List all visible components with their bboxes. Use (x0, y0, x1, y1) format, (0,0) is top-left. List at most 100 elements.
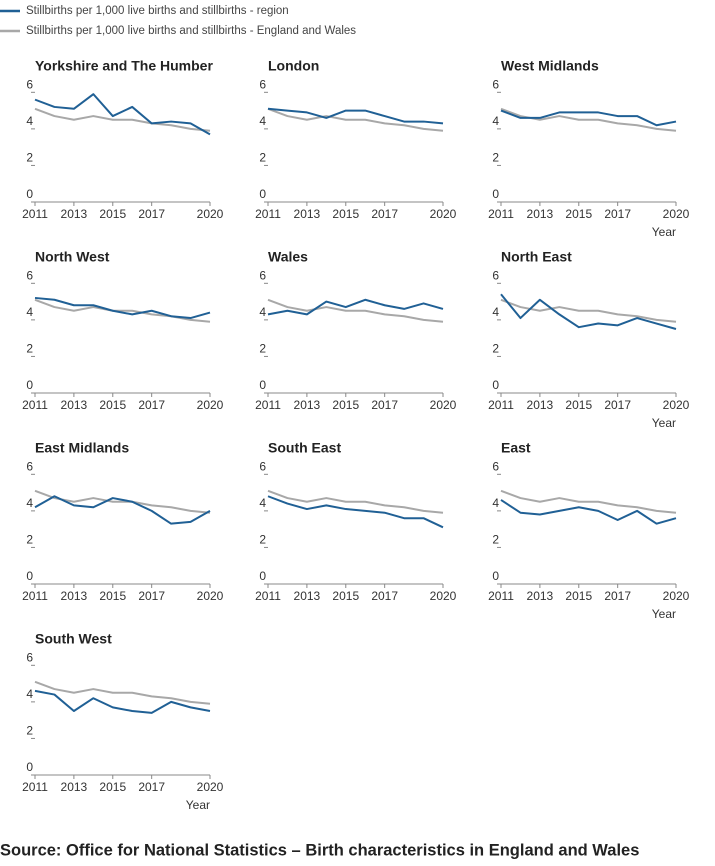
series-line (267, 489, 444, 514)
x-tick-label: 2020 (197, 207, 224, 221)
x-axis-label: Year (652, 225, 676, 239)
y-tick-label: 4 (26, 687, 33, 701)
series-line (500, 489, 677, 514)
x-tick-label: 2011 (255, 589, 281, 603)
x-tick-label: 2020 (430, 207, 457, 221)
x-tick-label: 2013 (294, 589, 321, 603)
y-tick-label: 6 (26, 77, 33, 91)
chart-title: West Midlands (501, 58, 599, 74)
y-tick-label: 0 (26, 760, 33, 774)
x-tick-label: 2015 (565, 398, 592, 412)
y-tick-label: 0 (492, 378, 499, 392)
x-tick-label: 2020 (663, 398, 690, 412)
series-line (267, 495, 444, 529)
chart-title: North West (35, 249, 110, 265)
series-line (267, 298, 444, 323)
x-tick-label: 2011 (255, 207, 281, 221)
x-tick-label: 2015 (565, 589, 592, 603)
y-tick-label: 2 (492, 342, 499, 356)
y-tick-label: 0 (26, 187, 33, 201)
x-tick-label: 2015 (565, 207, 592, 221)
series-line (500, 293, 677, 330)
x-tick-label: 2011 (488, 398, 514, 412)
x-tick-label: 2015 (332, 207, 359, 221)
legend-label: Stillbirths per 1,000 live births and st… (26, 25, 356, 37)
x-tick-label: 2020 (197, 589, 224, 603)
y-tick-label: 0 (259, 187, 266, 201)
x-tick-label: 2020 (663, 589, 690, 603)
series-line (34, 689, 211, 714)
series-line (500, 499, 677, 525)
chart-title: North East (501, 249, 572, 265)
x-tick-label: 2011 (22, 207, 48, 221)
x-axis-label: Year (652, 416, 676, 430)
y-tick-label: 6 (26, 650, 33, 664)
chart-title: Yorkshire and The Humber (35, 58, 213, 74)
series-line (34, 107, 211, 132)
x-tick-label: 2011 (255, 398, 281, 412)
series-line (34, 489, 211, 514)
series-line (500, 109, 677, 127)
x-tick-label: 2017 (371, 207, 398, 221)
y-tick-label: 2 (26, 151, 33, 165)
series-line (34, 298, 211, 323)
chart-title: South West (35, 631, 112, 647)
x-tick-label: 2017 (371, 589, 398, 603)
x-tick-label: 2017 (138, 207, 165, 221)
y-tick-label: 6 (259, 77, 266, 91)
series-line (34, 296, 211, 320)
series-line (267, 298, 444, 316)
chart-title: East (501, 440, 531, 456)
x-tick-label: 2015 (99, 398, 126, 412)
y-tick-label: 2 (492, 151, 499, 165)
y-tick-label: 4 (259, 114, 266, 128)
x-tick-label: 2013 (527, 589, 554, 603)
x-tick-label: 2017 (138, 780, 165, 794)
chart-title: South East (268, 440, 341, 456)
series-line (34, 93, 211, 136)
x-tick-label: 2013 (61, 398, 88, 412)
x-tick-label: 2015 (99, 589, 126, 603)
y-tick-label: 6 (492, 77, 499, 91)
y-tick-label: 6 (492, 268, 499, 282)
x-tick-label: 2013 (61, 589, 88, 603)
y-tick-label: 2 (26, 342, 33, 356)
x-tick-label: 2020 (430, 398, 457, 412)
x-axis-label: Year (186, 798, 210, 812)
y-tick-label: 4 (492, 114, 499, 128)
x-tick-label: 2015 (99, 780, 126, 794)
y-tick-label: 0 (26, 569, 33, 583)
y-tick-label: 2 (26, 724, 33, 738)
x-tick-label: 2015 (332, 398, 359, 412)
x-tick-label: 2017 (604, 207, 631, 221)
x-tick-label: 2020 (430, 589, 457, 603)
y-tick-label: 6 (259, 459, 266, 473)
x-tick-label: 2011 (488, 589, 514, 603)
x-tick-label: 2020 (663, 207, 690, 221)
chart-title: Wales (268, 249, 308, 265)
y-tick-label: 2 (259, 342, 266, 356)
x-tick-label: 2013 (527, 207, 554, 221)
y-tick-label: 6 (26, 459, 33, 473)
chart-title: East Midlands (35, 440, 129, 456)
y-tick-label: 0 (26, 378, 33, 392)
source: Source: Office for National Statistics –… (0, 841, 639, 859)
x-tick-label: 2020 (197, 780, 224, 794)
y-tick-label: 0 (259, 378, 266, 392)
x-tick-label: 2017 (604, 398, 631, 412)
y-tick-label: 2 (26, 533, 33, 547)
x-tick-label: 2015 (99, 207, 126, 221)
x-tick-label: 2015 (332, 589, 359, 603)
y-tick-label: 4 (259, 496, 266, 510)
y-tick-label: 6 (259, 268, 266, 282)
x-tick-label: 2013 (294, 207, 321, 221)
y-tick-label: 2 (259, 533, 266, 547)
x-tick-label: 2013 (61, 780, 88, 794)
chart-title: London (268, 58, 319, 74)
y-tick-label: 2 (492, 533, 499, 547)
legend-label: Stillbirths per 1,000 live births and st… (26, 5, 289, 17)
series-line (267, 107, 444, 125)
x-tick-label: 2011 (22, 398, 48, 412)
x-tick-label: 2017 (371, 398, 398, 412)
